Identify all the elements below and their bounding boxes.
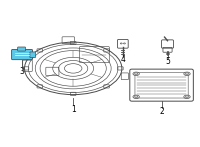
Text: 5: 5 [165,57,170,66]
Ellipse shape [133,95,139,98]
FancyBboxPatch shape [18,47,25,51]
Text: 1: 1 [71,105,76,114]
Text: 4: 4 [120,55,125,64]
FancyBboxPatch shape [12,50,32,60]
FancyBboxPatch shape [30,52,35,58]
Ellipse shape [184,72,190,76]
Ellipse shape [133,72,139,76]
Text: 2: 2 [159,107,164,116]
Text: 3: 3 [20,67,24,76]
Ellipse shape [184,95,190,98]
